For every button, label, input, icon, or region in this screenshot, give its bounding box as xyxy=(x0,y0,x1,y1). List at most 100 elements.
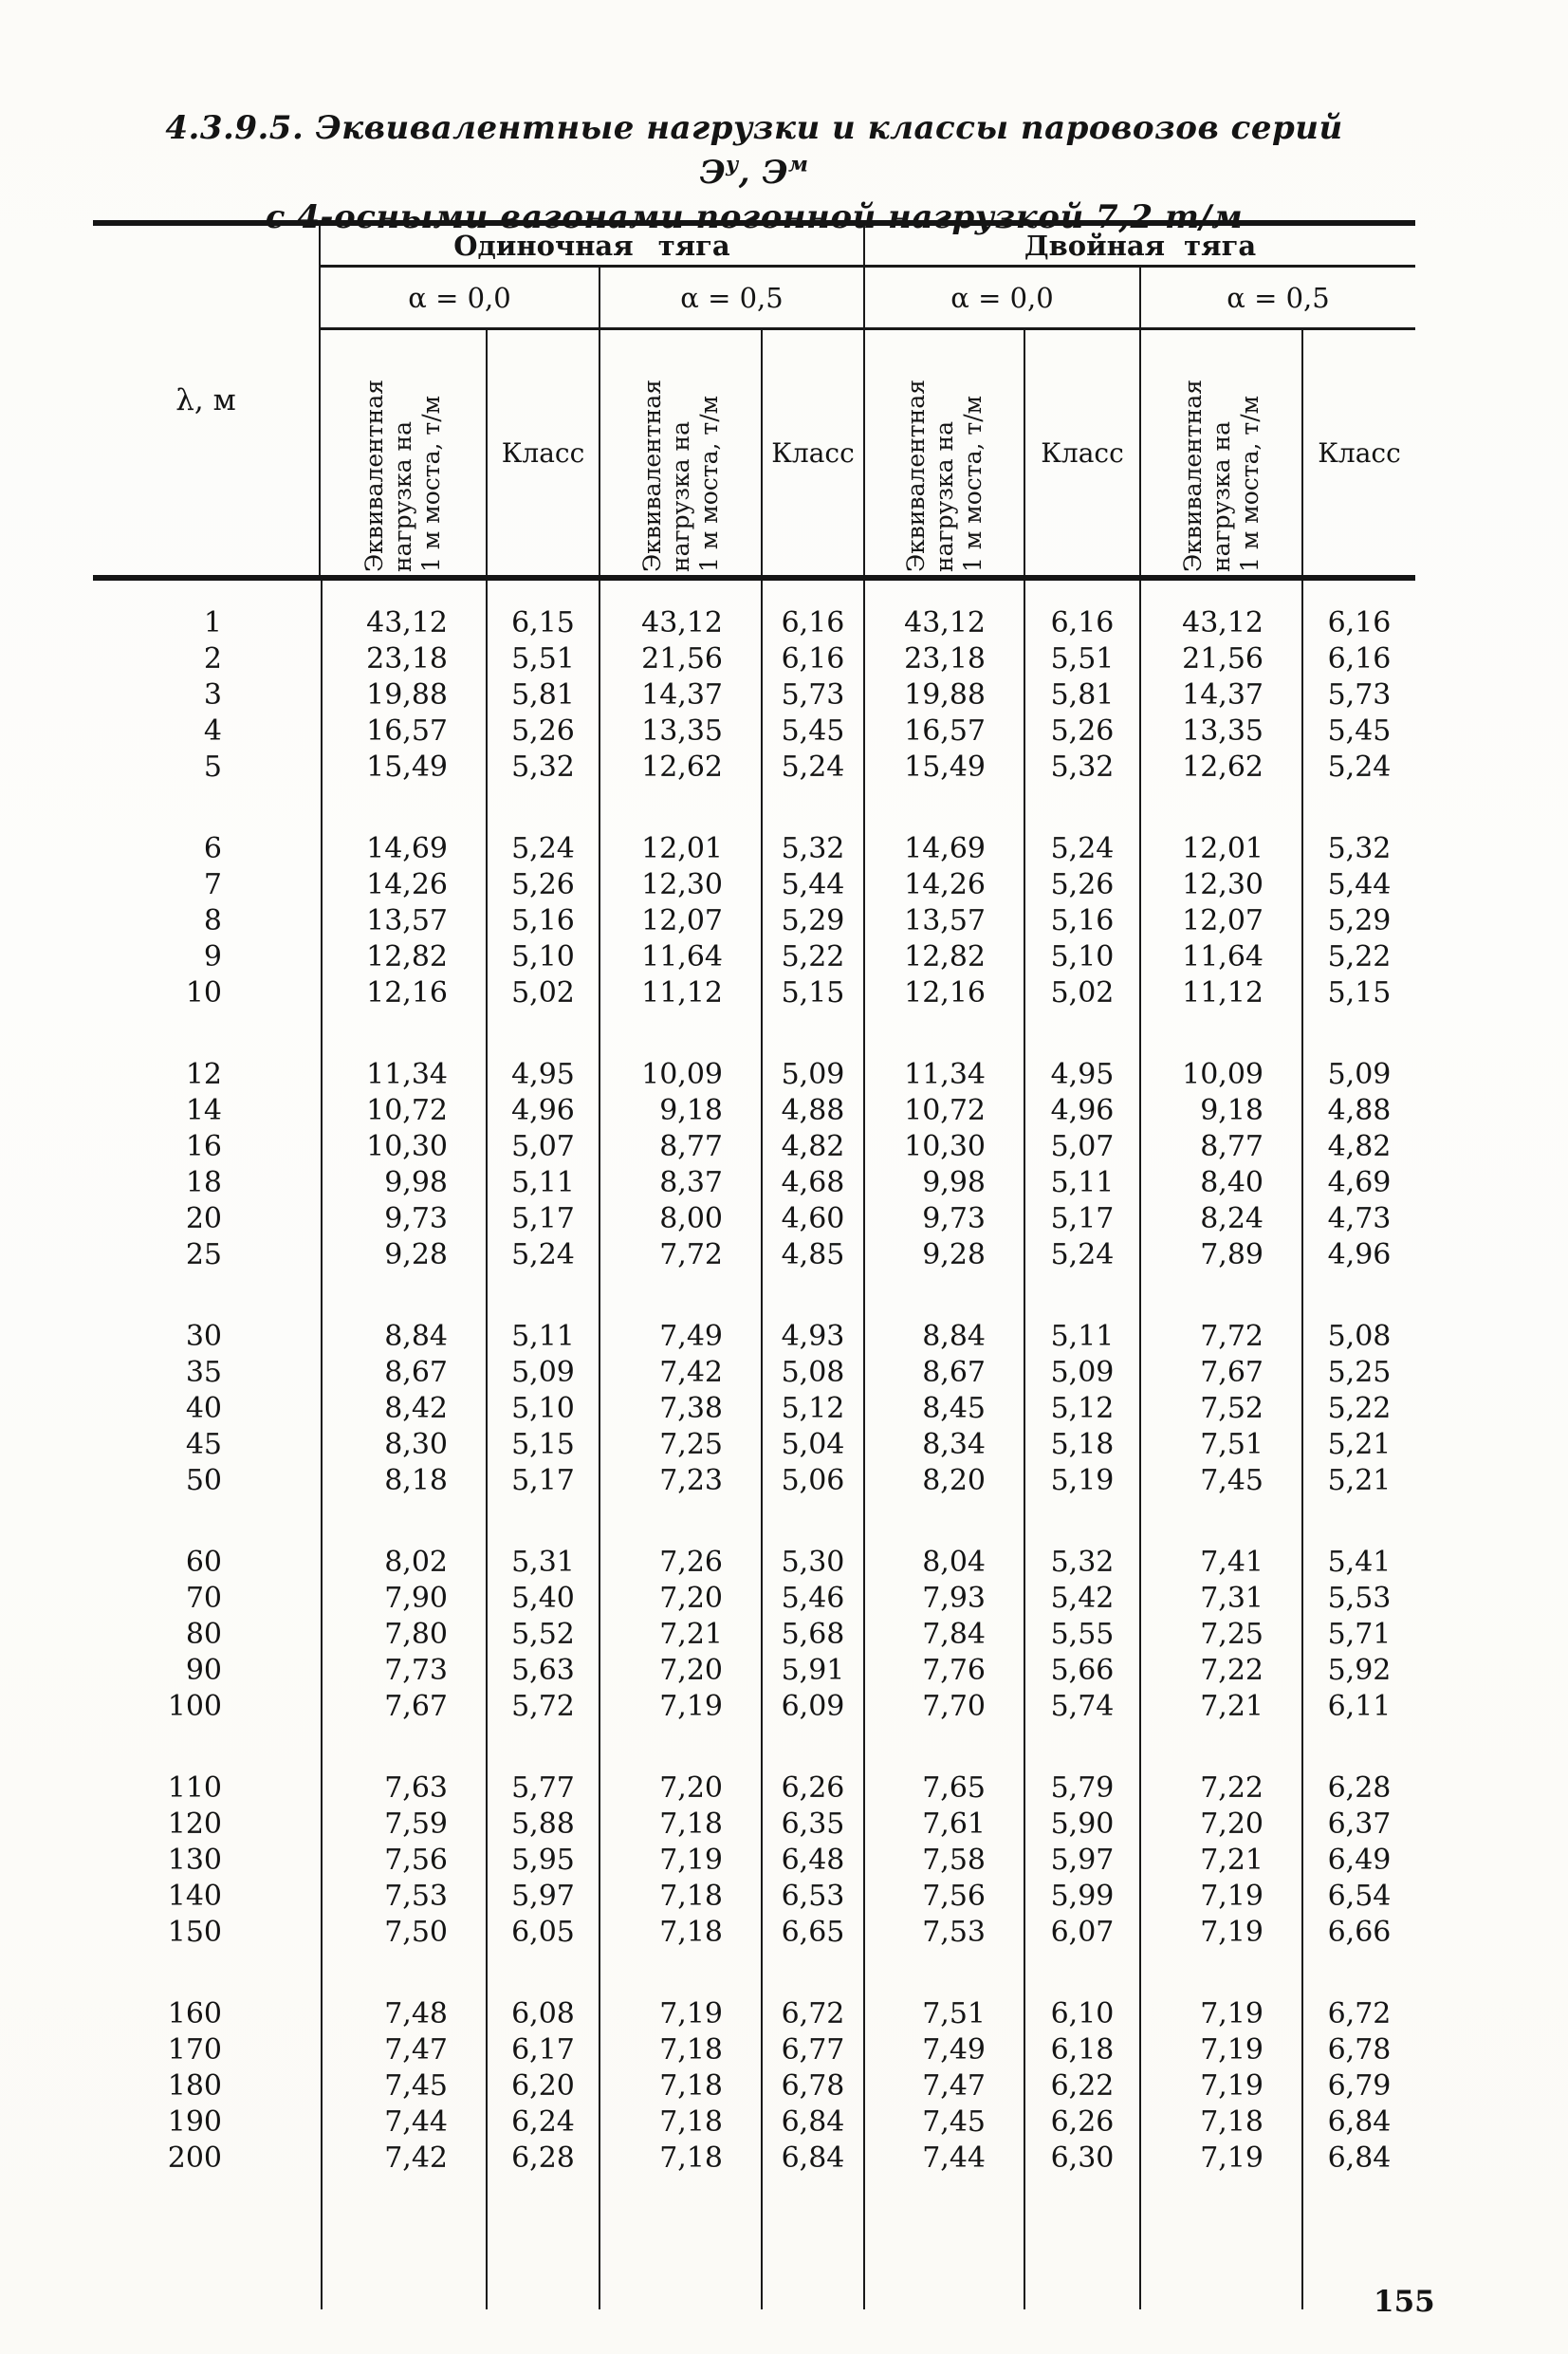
table-cell: 6,84 xyxy=(761,2141,863,2177)
table-cell: 5,24 xyxy=(486,1237,599,1273)
table-cell: 6,26 xyxy=(1024,2104,1139,2141)
table-cell: 21,56 xyxy=(1139,641,1301,677)
table-cell: 5,26 xyxy=(1024,867,1139,903)
table-cell: 5,81 xyxy=(486,677,599,714)
table-group-spacer xyxy=(599,581,761,605)
table-cell: 6,26 xyxy=(761,1770,863,1807)
table-group-spacer xyxy=(1024,2177,1139,2309)
table-cell: 7,25 xyxy=(1139,1617,1301,1653)
alpha-05-header-double: α = 0,5 xyxy=(1139,268,1415,330)
table-cell: 7,59 xyxy=(321,1807,486,1843)
table-cell: 12,07 xyxy=(1139,903,1301,939)
table-cell: 43,12 xyxy=(1139,605,1301,641)
table-cell: 5,26 xyxy=(1024,714,1139,750)
table-cell: 5,52 xyxy=(486,1617,599,1653)
table-cell: 9,28 xyxy=(863,1237,1024,1273)
table-group-spacer xyxy=(863,1273,1024,1319)
table-cell: 7,56 xyxy=(863,1879,1024,1915)
table-cell: 12,30 xyxy=(599,867,761,903)
table-cell: 5,09 xyxy=(1024,1355,1139,1391)
table-cell: 7,45 xyxy=(1139,1463,1301,1499)
table-cell: 12,01 xyxy=(599,831,761,867)
table-cell: 5,21 xyxy=(1301,1427,1415,1463)
lambda-value: 35 xyxy=(185,1356,222,1389)
table-cell: 7,19 xyxy=(599,1843,761,1879)
table-cell: 7,51 xyxy=(1139,1427,1301,1463)
table-cell: 6,49 xyxy=(1301,1843,1415,1879)
table-cell: 5,42 xyxy=(1024,1581,1139,1617)
table-group-spacer xyxy=(93,786,321,831)
table-cell: 6,35 xyxy=(761,1807,863,1843)
table-cell: 5,04 xyxy=(761,1427,863,1463)
table-cell: 4,95 xyxy=(486,1057,599,1093)
table-cell: 8,67 xyxy=(863,1355,1024,1391)
table-cell: 8,30 xyxy=(321,1427,486,1463)
table-cell: 43,12 xyxy=(863,605,1024,641)
table-cell: 7,49 xyxy=(863,2032,1024,2068)
table-cell: 7,23 xyxy=(599,1463,761,1499)
table-cell: 9,18 xyxy=(1139,1093,1301,1129)
table-cell: 5,92 xyxy=(1301,1653,1415,1689)
document-title: 4.3.9.5. Эквивалентные нагрузки и классы… xyxy=(142,106,1366,240)
table-cell: 6,78 xyxy=(1301,2032,1415,2068)
table-group-spacer xyxy=(1024,581,1139,605)
lambda-value: 160 xyxy=(167,1997,222,2030)
lambda-value: 40 xyxy=(185,1392,222,1425)
table-cell: 8,77 xyxy=(599,1129,761,1165)
lambda-value: 8 xyxy=(203,904,222,937)
table-cell: 6,30 xyxy=(1024,2141,1139,2177)
table-cell: 5,11 xyxy=(486,1319,599,1355)
table-cell: 14,26 xyxy=(863,867,1024,903)
lambda-value: 120 xyxy=(167,1807,222,1841)
table-cell: 5,09 xyxy=(1301,1057,1415,1093)
table-cell: 5,26 xyxy=(486,714,599,750)
table-cell: 7,18 xyxy=(599,2104,761,2141)
table-cell: 5,90 xyxy=(1024,1807,1139,1843)
table-cell: 14,26 xyxy=(321,867,486,903)
table-group-spacer xyxy=(1024,1499,1139,1545)
table-cell: 7,61 xyxy=(863,1807,1024,1843)
table-cell: 6,07 xyxy=(1024,1915,1139,1951)
table-cell: 5,21 xyxy=(1301,1463,1415,1499)
table-cell: 5,12 xyxy=(761,1391,863,1427)
title-text-mid: , Э xyxy=(738,154,788,192)
table-cell: 7,49 xyxy=(599,1319,761,1355)
table-cell: 8,77 xyxy=(1139,1129,1301,1165)
table-cell: 7,21 xyxy=(1139,1843,1301,1879)
table-cell: 10,30 xyxy=(863,1129,1024,1165)
table-cell: 10,72 xyxy=(863,1093,1024,1129)
table-cell: 7,18 xyxy=(599,1807,761,1843)
table-cell: 11,12 xyxy=(1139,975,1301,1011)
lambda-value: 190 xyxy=(167,2105,222,2139)
lambda-value: 60 xyxy=(185,1546,222,1579)
table-cell: 6,10 xyxy=(1024,1996,1139,2032)
table-cell: 7,53 xyxy=(863,1915,1024,1951)
class-header: Класс xyxy=(761,330,863,575)
table-cell: 6,16 xyxy=(1301,605,1415,641)
table-cell: 19,88 xyxy=(863,677,1024,714)
table-cell: 23,18 xyxy=(863,641,1024,677)
table-cell: 4,88 xyxy=(761,1093,863,1129)
table-cell: 16,57 xyxy=(321,714,486,750)
table-group-spacer xyxy=(1024,786,1139,831)
table-cell: 6,16 xyxy=(761,641,863,677)
lambda-value: 7 xyxy=(203,868,222,901)
table-cell: 7,18 xyxy=(599,1879,761,1915)
table-cell: 6,15 xyxy=(486,605,599,641)
table-cell: 10,30 xyxy=(321,1129,486,1165)
table-cell: 13,57 xyxy=(863,903,1024,939)
table-cell: 5,81 xyxy=(1024,677,1139,714)
table-cell: 7,73 xyxy=(321,1653,486,1689)
table-group-spacer xyxy=(321,2177,486,2309)
table-cell: 5,22 xyxy=(1301,1391,1415,1427)
table-group-spacer xyxy=(761,1273,863,1319)
table-cell: 6,79 xyxy=(1301,2068,1415,2104)
table-cell: 10,09 xyxy=(599,1057,761,1093)
table-cell: 4,85 xyxy=(761,1237,863,1273)
table-cell: 7,19 xyxy=(1139,2032,1301,2068)
table-group-spacer xyxy=(863,1011,1024,1057)
class-header: Класс xyxy=(1024,330,1139,575)
lambda-value: 18 xyxy=(185,1166,222,1199)
table-cell: 8,67 xyxy=(321,1355,486,1391)
table-cell: 8,45 xyxy=(863,1391,1024,1427)
